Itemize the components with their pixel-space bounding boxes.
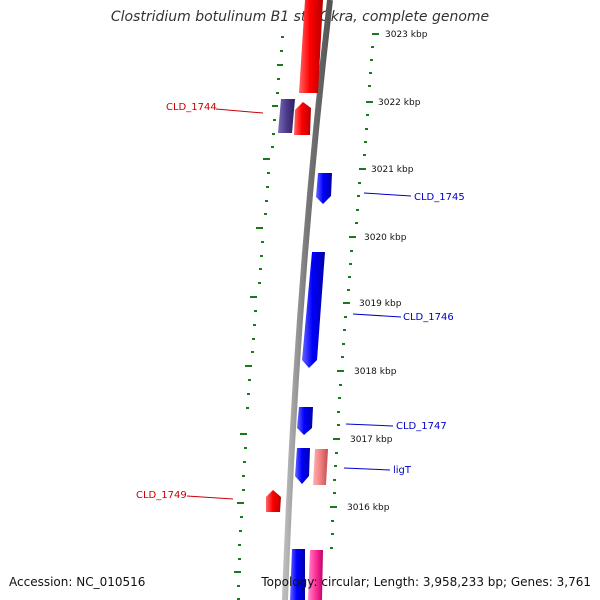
scale-label: 3017 kbp	[350, 435, 393, 445]
gene-cld-1745	[316, 173, 332, 204]
gene-forward-top	[299, 0, 323, 93]
scale-label: 3018 kbp	[354, 367, 397, 377]
leader-cld-1744	[215, 108, 264, 114]
leader-cld-1745	[363, 192, 412, 197]
gene-ligt-rna	[313, 449, 328, 485]
gene-label-cld-1746: CLD_1746	[403, 312, 454, 323]
gene-label-ligt: ligT	[393, 465, 412, 476]
gene-bottom-blue	[290, 549, 305, 600]
scale-label: 3021 kbp	[371, 165, 414, 175]
accession-text: Accession: NC_010516	[9, 575, 146, 589]
leader-cld-1747	[345, 423, 394, 427]
scale-label: 3016 kbp	[347, 503, 390, 513]
gene-cld-1746	[302, 252, 325, 368]
leader-cld-1749	[186, 495, 234, 500]
scale-label: 3022 kbp	[378, 98, 421, 108]
leader-cld-1746	[352, 313, 402, 318]
gene-cld-1744-forward	[294, 102, 311, 135]
gene-cld-1747	[297, 407, 313, 435]
topology-text: Topology: circular; Length: 3,958,233 bp…	[261, 575, 591, 589]
map-title: Clostridium botulinum B1 str. Okra, comp…	[110, 9, 490, 25]
gene-other-near-cld-1744	[278, 99, 295, 133]
gene-bottom-magenta	[308, 550, 323, 600]
gene-cld-1749	[266, 490, 281, 512]
inner-scale-ruler	[234, 36, 284, 600]
gene-ligt-blue	[295, 448, 310, 484]
outer-scale-ruler	[330, 33, 379, 549]
gene-label-cld-1747: CLD_1747	[396, 421, 447, 432]
scale-label: 3023 kbp	[385, 30, 428, 40]
scale-label: 3020 kbp	[364, 233, 407, 243]
scale-label: 3019 kbp	[359, 299, 402, 309]
leader-ligt	[343, 467, 391, 471]
genome-backbone	[282, 0, 333, 600]
gene-label-cld-1744: CLD_1744	[166, 102, 217, 113]
gene-label-cld-1745: CLD_1745	[414, 192, 465, 203]
gene-label-cld-1749: CLD_1749	[136, 490, 187, 501]
